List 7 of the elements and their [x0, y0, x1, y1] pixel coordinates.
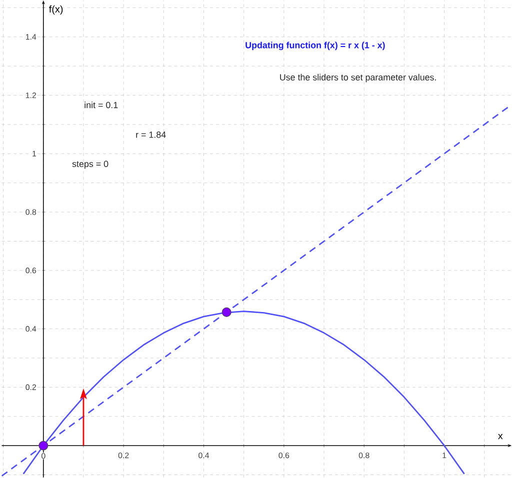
annotation: steps = 0	[72, 160, 108, 169]
annotation: init = 0.1	[84, 102, 118, 108]
text: Updating function f(x) = r x (1 - x)	[246, 42, 385, 50]
text: Use the sliders to set parameter values.	[280, 74, 436, 82]
x-axis-title: x	[498, 434, 503, 440]
annotation: r = 1.84	[136, 131, 166, 138]
y-axis-title: f(x)	[49, 5, 63, 15]
